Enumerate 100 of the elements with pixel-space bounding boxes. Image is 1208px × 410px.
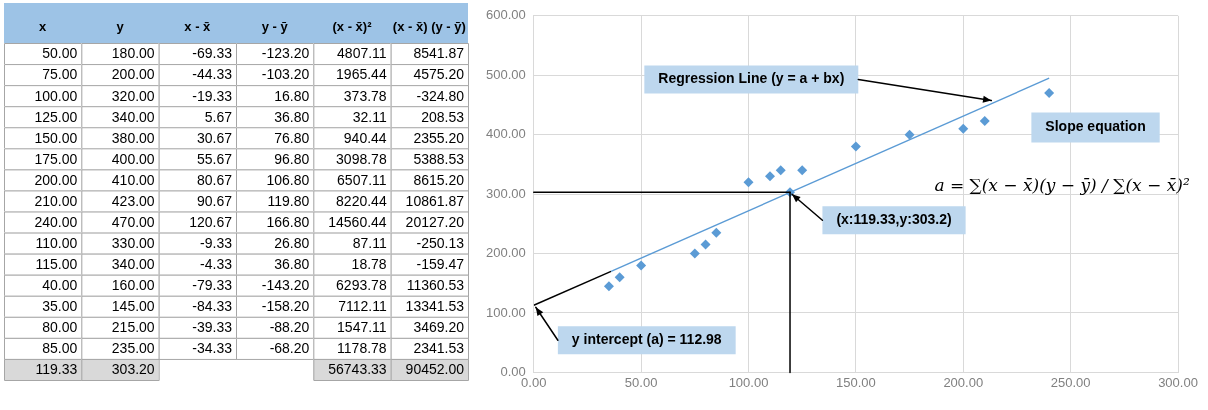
data-label: 3098.78 [336,150,387,167]
data-label: 1965.44 [336,66,387,83]
data-label: 340.00 [111,256,155,273]
data-label: 14560.44 [328,213,387,230]
y-tick-label: 210.00 [34,192,78,209]
y-tick-label: 100.00 [34,87,78,104]
y-tick-label: 80.00 [42,319,78,336]
data-label: -9.33 [200,234,233,251]
data-label: 30.67 [196,129,233,146]
data-label: 3469.20 [413,319,465,336]
data-label: 235.00 [111,340,155,357]
data-label: 20127.20 [405,213,465,230]
data-label: -69.33 [192,45,233,62]
x-tick-label: y [116,18,125,34]
data-label: -159.47 [416,256,465,273]
y-tick-label: 40.00 [42,277,78,294]
data-label: 55.67 [196,150,233,167]
data-label: 6507.11 [337,171,387,188]
data-label: 7112.11 [338,298,387,315]
data-label: 36.80 [274,256,310,273]
data-label: 1547.11 [337,319,387,336]
y-tick-label: 300.00 [486,185,526,201]
data-label: 87.11 [352,234,387,251]
y-tick-label: 125.00 [34,108,78,125]
data-label: 11360.53 [406,277,465,294]
data-label: -324.80 [416,87,465,104]
data-label: 8615.20 [413,171,465,188]
y-tick-label: 0.00 [500,363,526,379]
data-label: -68.20 [269,340,310,357]
data-label: 208.53 [421,108,465,125]
data-label: -19.33 [192,87,233,104]
y-tick-label: 200.00 [34,171,78,188]
data-label: 4575.20 [413,66,465,83]
data-label: 8220.44 [336,192,387,209]
data-label: 96.80 [274,150,310,167]
y-tick-label: 240.00 [34,213,78,230]
x-tick-label: (x - x̄)² [332,18,373,34]
data-label: 5388.53 [413,150,465,167]
x-tick-label: 150.00 [836,374,876,390]
y-axis-title: x [39,18,48,34]
data-label: 119.80 [267,192,310,209]
data-label: -44.33 [192,66,233,83]
data-label: 380.00 [111,129,155,146]
y-tick-label: 75.00 [42,66,78,83]
data-label: 13341.53 [405,298,465,315]
data-label: 160.00 [111,277,155,294]
point [958,123,969,134]
data-label: -158.20 [261,298,310,315]
data-label: 340.00 [111,108,155,125]
x-tick-label: 250.00 [1050,374,1091,390]
point [636,260,647,271]
y-tick-label: 175.00 [34,150,78,167]
data-label: -88.20 [269,319,310,336]
data-label: 215.00 [111,319,155,336]
data-label: 8541.87 [413,45,465,62]
data-label: 90.67 [196,192,233,209]
data-label: -34.33 [192,340,233,357]
data-label: -123.20 [261,45,310,62]
point [711,227,722,238]
x-tick-label: (x - x̄) (y - ȳ) [392,18,466,34]
y-tick-label: 500.00 [486,66,526,82]
y-tick-label: 35.00 [42,298,78,315]
x-tick-label: 50.00 [624,374,658,390]
data-label: 200.00 [111,66,155,83]
data-label: 166.80 [266,213,310,230]
data-label: -39.33 [192,319,233,336]
point [850,141,861,152]
data-label: 32.11 [352,108,387,125]
y-tick-label: 150.00 [34,129,78,146]
data-label: 145.00 [111,298,155,315]
data-label: 56743.33 [328,361,387,378]
y-tick-label: 50.00 [42,45,78,62]
annotation: Regression Line (y = a + bx) [658,70,845,87]
data-label: 410.00 [111,171,155,188]
data-label: 330.00 [111,234,155,251]
data-label: 2341.53 [413,340,465,357]
data-label: 373.78 [343,87,387,104]
point [689,248,700,259]
data-label: -4.33 [200,256,233,273]
data-label: 470.00 [111,213,155,230]
point [764,171,775,182]
data-label: -143.20 [261,277,310,294]
data-label: 400.00 [111,150,155,167]
data-label: 80.67 [196,171,233,188]
data-label: 6293.78 [336,277,387,294]
point [603,281,614,292]
x-tick-label: y - ȳ [261,18,289,34]
data-label: 180.00 [111,45,155,62]
x-tick-label: 200.00 [943,374,984,390]
data-label: 36.80 [274,108,310,125]
data-label: -84.33 [192,298,233,315]
data-label: 303.20 [111,361,155,378]
data-label: -250.13 [416,234,465,251]
annotation: Slope equation [1045,118,1146,135]
y-tick-label: 115.00 [35,256,78,273]
point [979,116,990,126]
data-label: 76.80 [274,129,310,146]
y-tick-label: 600.00 [486,7,526,23]
data-label: 1178.78 [337,340,387,357]
data-label: 120.67 [189,213,233,230]
